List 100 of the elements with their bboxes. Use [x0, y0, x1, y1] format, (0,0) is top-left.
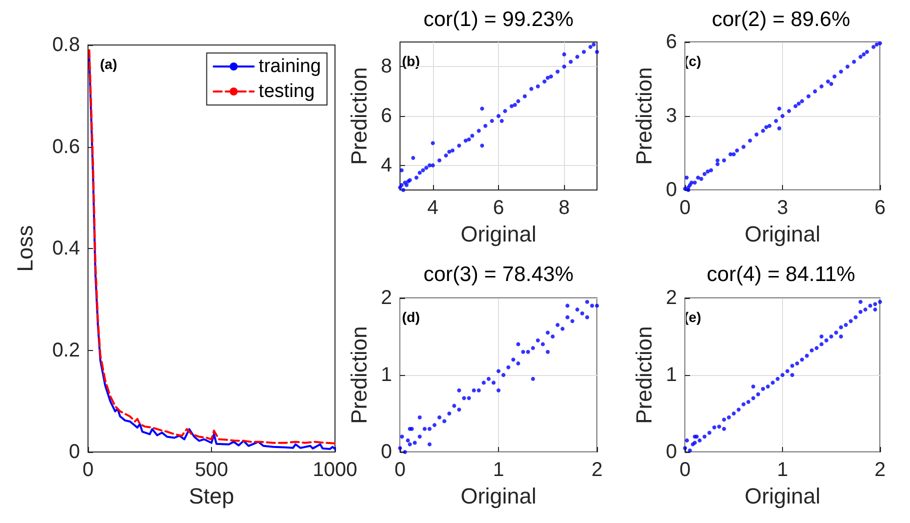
point	[464, 138, 468, 143]
point	[575, 54, 580, 59]
point	[590, 304, 594, 308]
point	[852, 60, 856, 64]
point	[684, 438, 689, 442]
point	[692, 180, 697, 185]
point	[735, 148, 740, 153]
y-axis-title: Loss	[12, 225, 38, 272]
point	[774, 118, 778, 123]
point	[746, 400, 750, 404]
point	[722, 426, 726, 431]
point	[437, 158, 442, 162]
y-axis-title: Prediction	[632, 326, 656, 424]
x-tick-label: 0	[679, 197, 691, 219]
point	[732, 152, 736, 156]
point	[595, 304, 599, 308]
x-axis-title: Original	[460, 221, 536, 246]
point	[814, 346, 819, 350]
point	[401, 188, 406, 192]
point	[736, 408, 741, 412]
point	[457, 408, 462, 412]
point	[466, 396, 471, 400]
point	[696, 176, 700, 180]
y-tick-label: 0.6	[52, 136, 80, 158]
point	[512, 102, 517, 107]
point	[684, 176, 689, 180]
x-axis-title: Step	[188, 483, 234, 508]
point	[698, 438, 702, 442]
point	[820, 334, 824, 338]
y-tick-label: 0	[666, 179, 678, 201]
point	[536, 338, 540, 342]
point	[722, 418, 726, 422]
point	[480, 106, 484, 111]
point	[400, 168, 404, 172]
point	[496, 114, 501, 118]
y-tick-label: 3	[666, 105, 678, 127]
y-tick-label: 2	[666, 287, 678, 309]
point	[717, 424, 722, 429]
point	[516, 342, 520, 346]
y-axis-title: Prediction	[346, 67, 372, 165]
point	[820, 84, 824, 88]
point	[530, 376, 535, 381]
legend-label: testing	[258, 81, 315, 102]
y-tick-label: 8	[380, 56, 392, 78]
point	[470, 134, 474, 138]
point	[536, 84, 540, 88]
point	[777, 126, 782, 130]
point	[848, 319, 853, 324]
point	[858, 54, 862, 59]
point	[742, 402, 746, 406]
point	[865, 50, 869, 54]
point	[777, 106, 782, 111]
point	[754, 132, 759, 136]
x-tick-label: 1	[776, 459, 788, 481]
point	[790, 364, 794, 368]
x-axis-title: Original	[744, 221, 820, 246]
point	[699, 176, 704, 181]
point	[761, 128, 766, 133]
point	[450, 148, 455, 153]
point	[813, 89, 818, 94]
point	[716, 158, 720, 162]
point	[839, 325, 844, 330]
point	[424, 166, 428, 170]
point	[706, 170, 710, 174]
point	[546, 76, 550, 80]
point	[414, 176, 418, 180]
chart-title: cor(4) = 84.11%	[706, 263, 856, 286]
point	[844, 322, 848, 327]
point	[530, 346, 535, 350]
point	[542, 79, 546, 84]
annotation: (b)	[402, 53, 420, 69]
x-tick-label: 6	[874, 197, 886, 219]
point	[766, 384, 770, 389]
point	[873, 308, 878, 312]
point	[873, 302, 878, 306]
y-tick-label: 0	[666, 441, 678, 463]
point	[751, 384, 756, 389]
point	[806, 94, 811, 98]
point	[690, 180, 694, 185]
point	[872, 44, 876, 49]
point	[418, 434, 422, 439]
point	[764, 125, 768, 130]
point	[702, 434, 707, 439]
point	[452, 404, 456, 408]
point	[500, 118, 504, 123]
point	[506, 365, 510, 370]
point	[421, 168, 426, 172]
point	[858, 310, 862, 314]
point	[756, 392, 760, 396]
point	[742, 144, 746, 149]
point	[447, 412, 452, 416]
point	[428, 426, 432, 431]
point	[546, 350, 550, 354]
point	[556, 70, 560, 74]
point	[796, 102, 801, 106]
y-tick-label: 1	[380, 364, 392, 386]
point	[810, 348, 814, 352]
point	[780, 373, 785, 377]
point	[826, 79, 830, 84]
point	[503, 109, 508, 114]
